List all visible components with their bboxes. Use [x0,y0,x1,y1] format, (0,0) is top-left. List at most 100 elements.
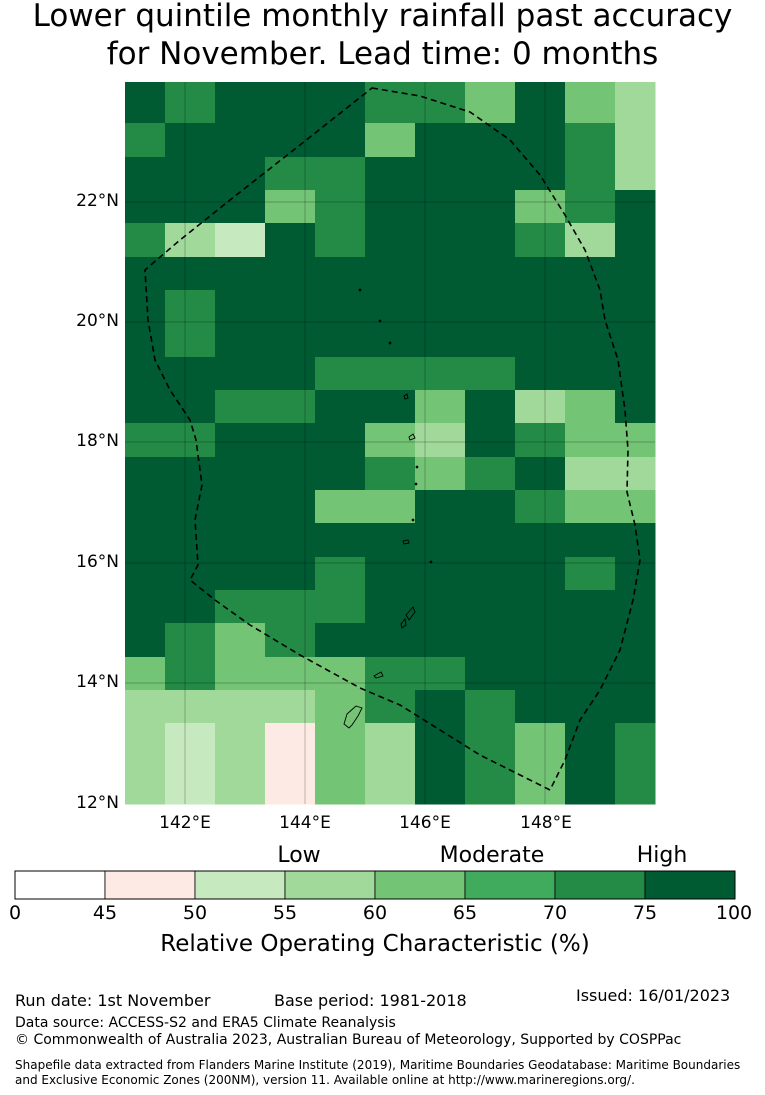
roc-cell [515,157,566,191]
roc-cell [125,657,166,691]
roc-cell [465,723,516,758]
colorbar-tick-100: 100 [715,902,753,924]
colorbar-tick-55: 55 [272,902,298,924]
asuncion-island [378,319,382,323]
roc-cell [165,623,216,658]
roc-cell [125,590,166,624]
roc-cell [215,790,266,805]
roc-cell [125,190,166,224]
roc-cell [515,290,566,324]
roc-cell [165,89,216,124]
colorbar-tick-70: 70 [542,902,568,924]
roc-cell [365,290,416,324]
farallon-de-pajaros-island [358,288,362,292]
roc-cell [565,690,616,724]
roc-cell [365,723,416,758]
roc-cell [615,490,656,524]
roc-cell [215,557,266,591]
lon-label-148e: 148°E [520,813,572,833]
roc-cell [415,523,466,558]
roc-cell [415,157,466,191]
roc-cell [615,123,656,158]
roc-cell [565,82,616,90]
roc-cell [365,657,416,691]
roc-cell [465,557,516,591]
roc-cell [515,523,566,558]
category-low: Low [277,843,321,868]
roc-cell [265,290,316,324]
roc-cell [125,457,166,491]
roc-cell [315,723,366,758]
roc-cell [125,123,166,158]
guam-island [343,705,363,729]
roc-cell [215,723,266,758]
roc-cell [315,357,366,391]
roc-cell [415,657,466,691]
roc-cell [465,457,516,491]
roc-cell [565,89,616,124]
roc-cell [415,623,466,658]
roc-cell [165,423,216,458]
roc-cell [125,523,166,558]
roc-cell [515,790,566,805]
roc-cell [465,490,516,524]
colorbar-segment [104,870,196,900]
roc-cell [165,257,216,291]
roc-cell [315,623,366,658]
lon-label-144e: 144°E [279,813,331,833]
roc-cell [515,323,566,358]
roc-cell [365,123,416,158]
roc-cell [565,490,616,524]
roc-cell [265,790,316,805]
roc-cell [315,557,366,591]
roc-cell [465,523,516,558]
roc-cell [315,290,366,324]
guguan-island [414,482,418,486]
roc-cell [565,790,616,805]
roc-cell [565,157,616,191]
roc-cell [265,323,316,358]
roc-cell [165,490,216,524]
roc-cell [565,257,616,291]
roc-cell [165,557,216,591]
roc-cell [265,690,316,724]
roc-cell [415,723,466,758]
roc-cell [615,82,656,90]
roc-cell [365,557,416,591]
data-source: Data source: ACCESS-S2 and ERA5 Climate … [15,1015,396,1031]
roc-cell [165,690,216,724]
roc-cell [165,223,216,258]
roc-cell [215,423,266,458]
roc-cell [615,157,656,191]
roc-cell [615,223,656,258]
roc-cell [415,490,466,524]
roc-cell [415,290,466,324]
colorbar-tick-45: 45 [92,902,118,924]
roc-cell [265,190,316,224]
roc-cell [515,590,566,624]
colorbar-segment [374,870,466,900]
base-period: Base period: 1981-2018 [274,991,467,1010]
roc-cell [515,457,566,491]
roc-cell [215,290,266,324]
lat-label-20n: 20°N [76,311,119,331]
roc-cell [315,423,366,458]
roc-cell [165,657,216,691]
roc-cell [465,223,516,258]
roc-cell [615,457,656,491]
roc-cell [515,623,566,658]
roc-cell [265,82,316,90]
roc-cell [215,390,266,424]
roc-cell [565,557,616,591]
roc-cell [125,790,166,805]
roc-cell [315,323,366,358]
roc-grid [125,82,656,805]
roc-cell [465,390,516,424]
roc-cell [215,690,266,724]
roc-cell [165,290,216,324]
roc-cell [215,82,266,90]
roc-cell [365,257,416,291]
roc-cell [315,657,366,691]
roc-cell [125,623,166,658]
roc-cell [565,190,616,224]
